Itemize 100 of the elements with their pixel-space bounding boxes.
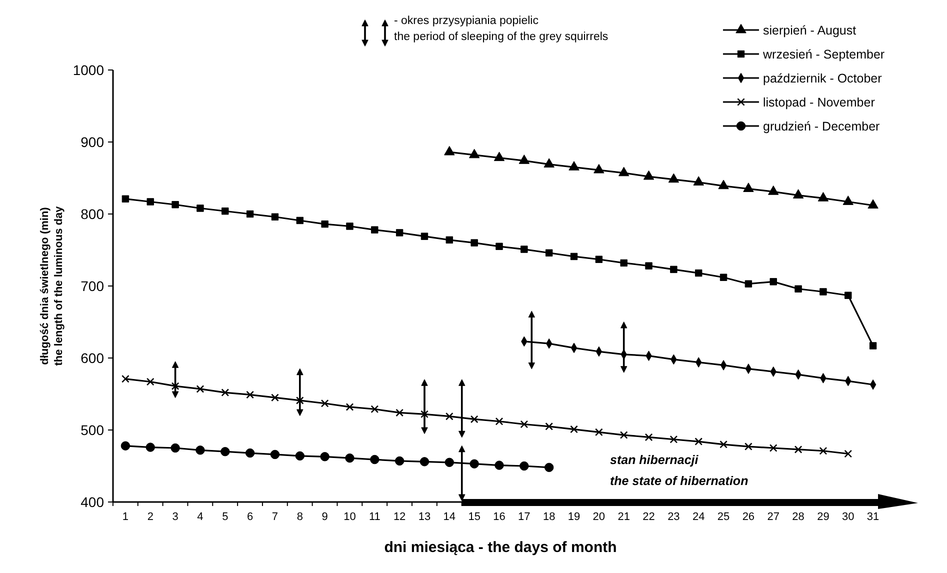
point	[221, 388, 230, 396]
x-tick-label: 7	[272, 511, 278, 523]
point	[470, 415, 478, 424]
legend-label: listopad - November	[763, 95, 875, 110]
point	[496, 242, 503, 250]
point	[271, 394, 279, 402]
point	[844, 292, 852, 299]
point	[320, 399, 329, 408]
point	[544, 462, 554, 472]
point	[518, 154, 530, 164]
x-tick-label: 2	[147, 511, 154, 523]
point	[320, 452, 330, 462]
point	[296, 396, 304, 404]
point	[370, 405, 379, 414]
x-tick-label: 3	[172, 511, 178, 523]
point	[370, 454, 380, 464]
point	[643, 170, 654, 180]
point	[420, 457, 430, 466]
point	[842, 196, 854, 205]
point	[420, 232, 428, 240]
point	[346, 403, 354, 411]
point	[644, 433, 653, 442]
y-tick-label: 800	[80, 206, 104, 222]
x-tick-label: 5	[222, 511, 228, 523]
point	[468, 148, 480, 158]
point	[769, 444, 778, 452]
x-tick-label: 10	[344, 511, 356, 523]
point	[869, 342, 877, 350]
point	[495, 417, 504, 426]
point	[844, 450, 852, 458]
x-tick-label: 17	[518, 511, 530, 523]
point	[122, 374, 130, 383]
point	[494, 152, 505, 162]
point	[321, 220, 328, 228]
annotation: the state of hibernation	[610, 474, 749, 488]
point	[196, 385, 204, 393]
point	[693, 176, 704, 186]
point	[768, 186, 779, 195]
point	[794, 446, 802, 454]
x-tick-label: 27	[767, 511, 780, 523]
point	[545, 249, 553, 256]
point	[520, 461, 529, 471]
y-tick-label: 1000	[72, 62, 104, 78]
point	[371, 226, 378, 234]
point	[120, 441, 130, 450]
point	[295, 451, 305, 461]
point	[620, 259, 628, 267]
point	[271, 213, 279, 220]
x-tick-label: 23	[668, 511, 680, 523]
x-tick-label: 20	[592, 511, 606, 523]
annotation: stan hibernacji	[610, 453, 699, 467]
y-tick-label: 900	[80, 134, 104, 150]
y-axis-title: długość dnia świetlnego (min) the length of the luminous day	[39, 205, 65, 366]
point	[446, 236, 454, 244]
x-tick-label: 4	[197, 511, 204, 523]
point	[420, 410, 428, 418]
point	[568, 161, 580, 170]
point	[246, 210, 254, 218]
point	[146, 442, 155, 452]
point	[172, 201, 179, 208]
point	[296, 216, 304, 224]
point	[594, 164, 604, 174]
x-tick-label: 31	[866, 511, 880, 523]
x-tick-label: 16	[493, 511, 506, 523]
point	[694, 438, 703, 446]
point	[520, 246, 528, 253]
point	[396, 408, 404, 417]
point	[770, 278, 777, 286]
point	[270, 450, 280, 460]
point	[170, 443, 180, 453]
text: the period of sleeping of the grey squirrels	[394, 31, 608, 43]
point	[868, 199, 878, 209]
point	[245, 448, 255, 458]
x-tick-label: 30	[842, 511, 854, 523]
point	[820, 288, 827, 296]
point	[570, 425, 578, 434]
point	[720, 440, 728, 448]
x-tick-label: 21	[618, 511, 630, 523]
text: - okres przysypiania popielic	[394, 15, 539, 27]
point	[744, 442, 752, 450]
point	[246, 390, 254, 399]
point	[146, 198, 154, 206]
point	[670, 435, 678, 444]
x-tick-label: 14	[443, 511, 456, 523]
x-tick-label: 12	[393, 511, 406, 523]
point	[396, 229, 404, 236]
y-tick-label: 700	[80, 278, 104, 294]
legend-label: grudzień - December	[763, 119, 880, 134]
point	[720, 274, 728, 281]
x-tick-label: 25	[717, 511, 730, 523]
point	[470, 459, 479, 468]
point	[394, 456, 404, 466]
x-tick-label: 19	[568, 511, 580, 523]
x-tick-label: 18	[542, 511, 556, 523]
point	[695, 269, 702, 277]
x-tick-label: 24	[692, 511, 705, 523]
x-tick-label: 29	[817, 511, 830, 523]
point	[645, 262, 652, 270]
point	[570, 252, 578, 260]
x-tick-label: 1	[122, 511, 129, 523]
